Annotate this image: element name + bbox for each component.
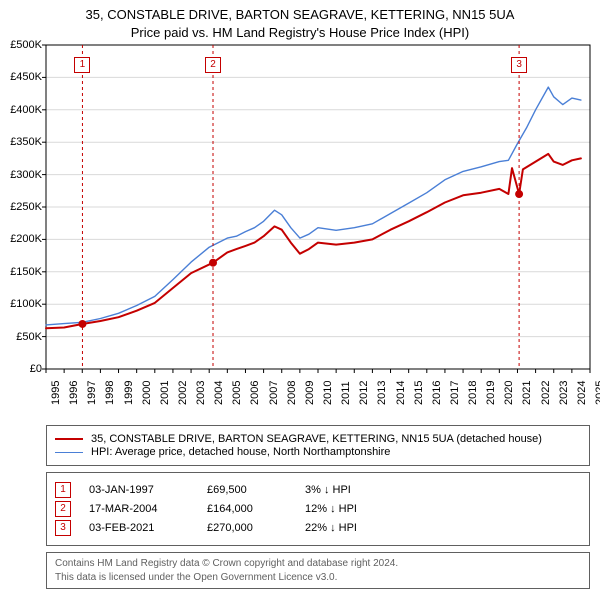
transaction-hpi-delta: 12% ↓ HPI xyxy=(305,503,405,515)
legend-label: HPI: Average price, detached house, Nort… xyxy=(91,446,390,458)
x-tick-label: 2006 xyxy=(249,381,261,405)
chart-plot: £0 £50K £100K £150K £200K £250K £300K £350K £400… xyxy=(0,41,600,421)
y-tick-label: £500K xyxy=(10,39,42,51)
x-tick-label: 2005 xyxy=(231,381,243,405)
footnote-line2: This data is licensed under the Open Gov… xyxy=(55,571,581,585)
legend-item: 35, CONSTABLE DRIVE, BARTON SEAGRAVE, KE… xyxy=(55,433,581,445)
transaction-row: 1 03-JAN-1997 £69,500 3% ↓ HPI xyxy=(55,482,581,498)
x-tick-label: 2012 xyxy=(358,381,370,405)
x-tick-label: 1999 xyxy=(123,381,135,405)
transaction-date: 17-MAR-2004 xyxy=(89,503,189,515)
footnote-line1: Contains HM Land Registry data © Crown c… xyxy=(55,557,581,571)
x-tick-label: 1998 xyxy=(104,381,116,405)
x-tick-label: 2004 xyxy=(213,381,225,405)
x-tick-label: 1995 xyxy=(50,381,62,405)
transaction-hpi-delta: 3% ↓ HPI xyxy=(305,484,405,496)
x-tick-label: 1997 xyxy=(86,381,98,405)
transaction-amount: £270,000 xyxy=(207,522,287,534)
y-tick-label: £250K xyxy=(10,201,42,213)
x-tick-label: 2008 xyxy=(286,381,298,405)
transaction-hpi-delta: 22% ↓ HPI xyxy=(305,522,405,534)
x-tick-label: 2021 xyxy=(521,381,533,405)
x-tick-label: 2011 xyxy=(340,381,352,405)
x-tick-label: 2007 xyxy=(268,381,280,405)
legend-swatch xyxy=(55,452,83,453)
transaction-date: 03-FEB-2021 xyxy=(89,522,189,534)
x-tick-label: 2020 xyxy=(503,381,515,405)
x-tick-label: 2019 xyxy=(485,381,497,405)
transaction-date: 03-JAN-1997 xyxy=(89,484,189,496)
x-tick-label: 2025 xyxy=(594,381,600,405)
chart-title-line2: Price paid vs. HM Land Registry's House … xyxy=(0,24,600,42)
y-tick-label: £50K xyxy=(16,331,42,343)
transaction-row: 2 17-MAR-2004 £164,000 12% ↓ HPI xyxy=(55,501,581,517)
x-tick-label: 2015 xyxy=(413,381,425,405)
x-tick-label: 2000 xyxy=(141,381,153,405)
x-tick-label: 2010 xyxy=(322,381,334,405)
y-tick-label: £150K xyxy=(10,266,42,278)
x-tick-label: 2016 xyxy=(431,381,443,405)
sale-marker-label: 2 xyxy=(205,57,221,73)
x-tick-label: 2014 xyxy=(395,381,407,405)
x-tick-label: 2024 xyxy=(576,381,588,405)
x-tick-label: 2017 xyxy=(449,381,461,405)
legend-swatch xyxy=(55,438,83,440)
chart-svg xyxy=(0,41,600,421)
x-tick-label: 2003 xyxy=(195,381,207,405)
y-tick-label: £300K xyxy=(10,169,42,181)
sale-marker-label: 3 xyxy=(511,57,527,73)
transaction-marker-ref: 1 xyxy=(55,482,71,498)
transaction-marker-ref: 2 xyxy=(55,501,71,517)
legend-label: 35, CONSTABLE DRIVE, BARTON SEAGRAVE, KE… xyxy=(91,433,542,445)
transactions-table: 1 03-JAN-1997 £69,500 3% ↓ HPI 2 17-MAR-2004 £… xyxy=(46,472,590,546)
sale-marker-label: 1 xyxy=(74,57,90,73)
x-tick-label: 2022 xyxy=(540,381,552,405)
legend: 35, CONSTABLE DRIVE, BARTON SEAGRAVE, KE… xyxy=(46,425,590,466)
y-tick-label: £200K xyxy=(10,233,42,245)
y-tick-label: £400K xyxy=(10,104,42,116)
chart-title-line1: 35, CONSTABLE DRIVE, BARTON SEAGRAVE, KE… xyxy=(0,6,600,24)
x-tick-label: 2001 xyxy=(159,381,171,405)
y-tick-label: £450K xyxy=(10,71,42,83)
footnote: Contains HM Land Registry data © Crown c… xyxy=(46,552,590,589)
transaction-amount: £164,000 xyxy=(207,503,287,515)
transaction-amount: £69,500 xyxy=(207,484,287,496)
chart-title: 35, CONSTABLE DRIVE, BARTON SEAGRAVE, KE… xyxy=(0,0,600,41)
x-tick-label: 2002 xyxy=(177,381,189,405)
y-tick-label: £350K xyxy=(10,136,42,148)
y-tick-label: £0 xyxy=(30,363,42,375)
x-tick-label: 1996 xyxy=(68,381,80,405)
legend-item: HPI: Average price, detached house, Nort… xyxy=(55,446,581,458)
y-tick-label: £100K xyxy=(10,298,42,310)
transaction-marker-ref: 3 xyxy=(55,520,71,536)
x-tick-label: 2009 xyxy=(304,381,316,405)
transaction-row: 3 03-FEB-2021 £270,000 22% ↓ HPI xyxy=(55,520,581,536)
x-tick-label: 2018 xyxy=(467,381,479,405)
x-tick-label: 2023 xyxy=(558,381,570,405)
x-tick-label: 2013 xyxy=(376,381,388,405)
